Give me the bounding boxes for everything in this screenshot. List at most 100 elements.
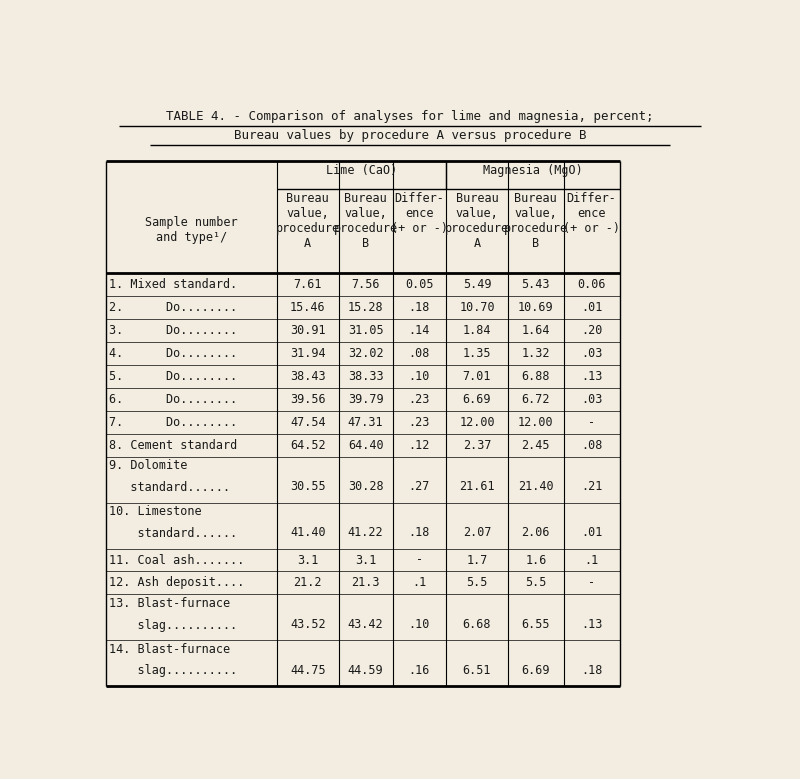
Text: 9. Dolomite: 9. Dolomite: [110, 460, 188, 472]
Text: .03: .03: [581, 393, 602, 406]
Text: 6.69: 6.69: [462, 393, 491, 406]
Text: 31.05: 31.05: [348, 324, 383, 337]
Text: .13: .13: [581, 370, 602, 383]
Text: 6.      Do........: 6. Do........: [110, 393, 238, 406]
Text: -: -: [588, 416, 595, 429]
Text: 21.61: 21.61: [459, 480, 494, 493]
Text: 6.68: 6.68: [462, 618, 491, 631]
Text: Bureau
value,
procedure
A: Bureau value, procedure A: [276, 192, 340, 250]
Text: 38.43: 38.43: [290, 370, 326, 383]
Text: .10: .10: [409, 370, 430, 383]
Text: 0.06: 0.06: [578, 278, 606, 291]
Text: .23: .23: [409, 416, 430, 429]
Text: 10.69: 10.69: [518, 301, 554, 314]
Text: .08: .08: [409, 347, 430, 360]
Text: .27: .27: [409, 480, 430, 493]
Text: .01: .01: [581, 301, 602, 314]
Text: 5.5: 5.5: [525, 576, 546, 590]
Text: standard......: standard......: [110, 527, 238, 540]
Text: .1: .1: [585, 554, 598, 566]
Text: 44.59: 44.59: [348, 664, 383, 677]
Text: .10: .10: [409, 618, 430, 631]
Text: -: -: [416, 554, 423, 566]
Text: .18: .18: [581, 664, 602, 677]
Text: 64.52: 64.52: [290, 439, 326, 452]
Text: standard......: standard......: [110, 481, 230, 494]
Text: slag..........: slag..........: [110, 619, 238, 632]
Text: Bureau
value,
procedure
B: Bureau value, procedure B: [334, 192, 398, 250]
Text: .1: .1: [412, 576, 426, 590]
Text: .01: .01: [581, 526, 602, 539]
Text: .16: .16: [409, 664, 430, 677]
Text: 1.32: 1.32: [522, 347, 550, 360]
Text: 4.      Do........: 4. Do........: [110, 347, 238, 360]
Text: .23: .23: [409, 393, 430, 406]
Text: .14: .14: [409, 324, 430, 337]
Text: 38.33: 38.33: [348, 370, 383, 383]
Text: 30.55: 30.55: [290, 480, 326, 493]
Text: .21: .21: [581, 480, 602, 493]
Text: 32.02: 32.02: [348, 347, 383, 360]
Text: 2.37: 2.37: [462, 439, 491, 452]
Text: 6.69: 6.69: [522, 664, 550, 677]
Text: 1.6: 1.6: [525, 554, 546, 566]
Text: 8. Cement standard: 8. Cement standard: [110, 439, 238, 452]
Text: Bureau
value,
procedure
B: Bureau value, procedure B: [504, 192, 568, 250]
Text: Differ-
ence
(+ or -): Differ- ence (+ or -): [563, 192, 620, 234]
Text: 12. Ash deposit....: 12. Ash deposit....: [110, 576, 245, 590]
Text: 39.56: 39.56: [290, 393, 326, 406]
Text: TABLE 4. - Comparison of analyses for lime and magnesia, percent;: TABLE 4. - Comparison of analyses for li…: [166, 111, 654, 123]
Text: Bureau values by procedure A versus procedure B: Bureau values by procedure A versus proc…: [234, 129, 586, 143]
Text: 2.07: 2.07: [462, 526, 491, 539]
Text: 43.52: 43.52: [290, 618, 326, 631]
Text: 21.3: 21.3: [351, 576, 380, 590]
Text: .12: .12: [409, 439, 430, 452]
Text: 31.94: 31.94: [290, 347, 326, 360]
Text: 14. Blast-furnace: 14. Blast-furnace: [110, 643, 230, 656]
Text: 5.5: 5.5: [466, 576, 488, 590]
Text: 41.40: 41.40: [290, 526, 326, 539]
Text: 1.35: 1.35: [462, 347, 491, 360]
Text: Lime (CaO): Lime (CaO): [326, 164, 397, 178]
Text: 2.45: 2.45: [522, 439, 550, 452]
Text: 2.06: 2.06: [522, 526, 550, 539]
Text: 5.      Do........: 5. Do........: [110, 370, 238, 383]
Text: 44.75: 44.75: [290, 664, 326, 677]
Text: 30.91: 30.91: [290, 324, 326, 337]
Text: 3.      Do........: 3. Do........: [110, 324, 238, 337]
Text: slag..........: slag..........: [110, 664, 238, 678]
Text: -: -: [588, 576, 595, 590]
Text: 0.05: 0.05: [405, 278, 434, 291]
Text: 1.64: 1.64: [522, 324, 550, 337]
Text: 6.72: 6.72: [522, 393, 550, 406]
Text: 7.      Do........: 7. Do........: [110, 416, 238, 429]
Text: 15.28: 15.28: [348, 301, 383, 314]
Text: 12.00: 12.00: [459, 416, 494, 429]
Text: .13: .13: [581, 618, 602, 631]
Text: Bureau
value,
procedure
A: Bureau value, procedure A: [445, 192, 509, 250]
Text: 64.40: 64.40: [348, 439, 383, 452]
Text: 43.42: 43.42: [348, 618, 383, 631]
Text: 6.51: 6.51: [462, 664, 491, 677]
Text: 1.84: 1.84: [462, 324, 491, 337]
Text: 21.40: 21.40: [518, 480, 554, 493]
Text: 6.88: 6.88: [522, 370, 550, 383]
Text: .18: .18: [409, 301, 430, 314]
Text: 7.56: 7.56: [351, 278, 380, 291]
Text: 1.7: 1.7: [466, 554, 488, 566]
Text: 6.55: 6.55: [522, 618, 550, 631]
Text: 5.43: 5.43: [522, 278, 550, 291]
Text: 10. Limestone: 10. Limestone: [110, 505, 202, 518]
Text: Magnesia (MgO): Magnesia (MgO): [483, 164, 582, 178]
Text: .03: .03: [581, 347, 602, 360]
Text: 41.22: 41.22: [348, 526, 383, 539]
Text: 47.31: 47.31: [348, 416, 383, 429]
Text: 47.54: 47.54: [290, 416, 326, 429]
Text: Sample number
and type¹/: Sample number and type¹/: [145, 217, 238, 245]
Text: 11. Coal ash.......: 11. Coal ash.......: [110, 554, 245, 566]
Text: 13. Blast-furnace: 13. Blast-furnace: [110, 597, 230, 610]
Text: 2.      Do........: 2. Do........: [110, 301, 238, 314]
Text: 30.28: 30.28: [348, 480, 383, 493]
Text: 7.61: 7.61: [294, 278, 322, 291]
Text: .20: .20: [581, 324, 602, 337]
